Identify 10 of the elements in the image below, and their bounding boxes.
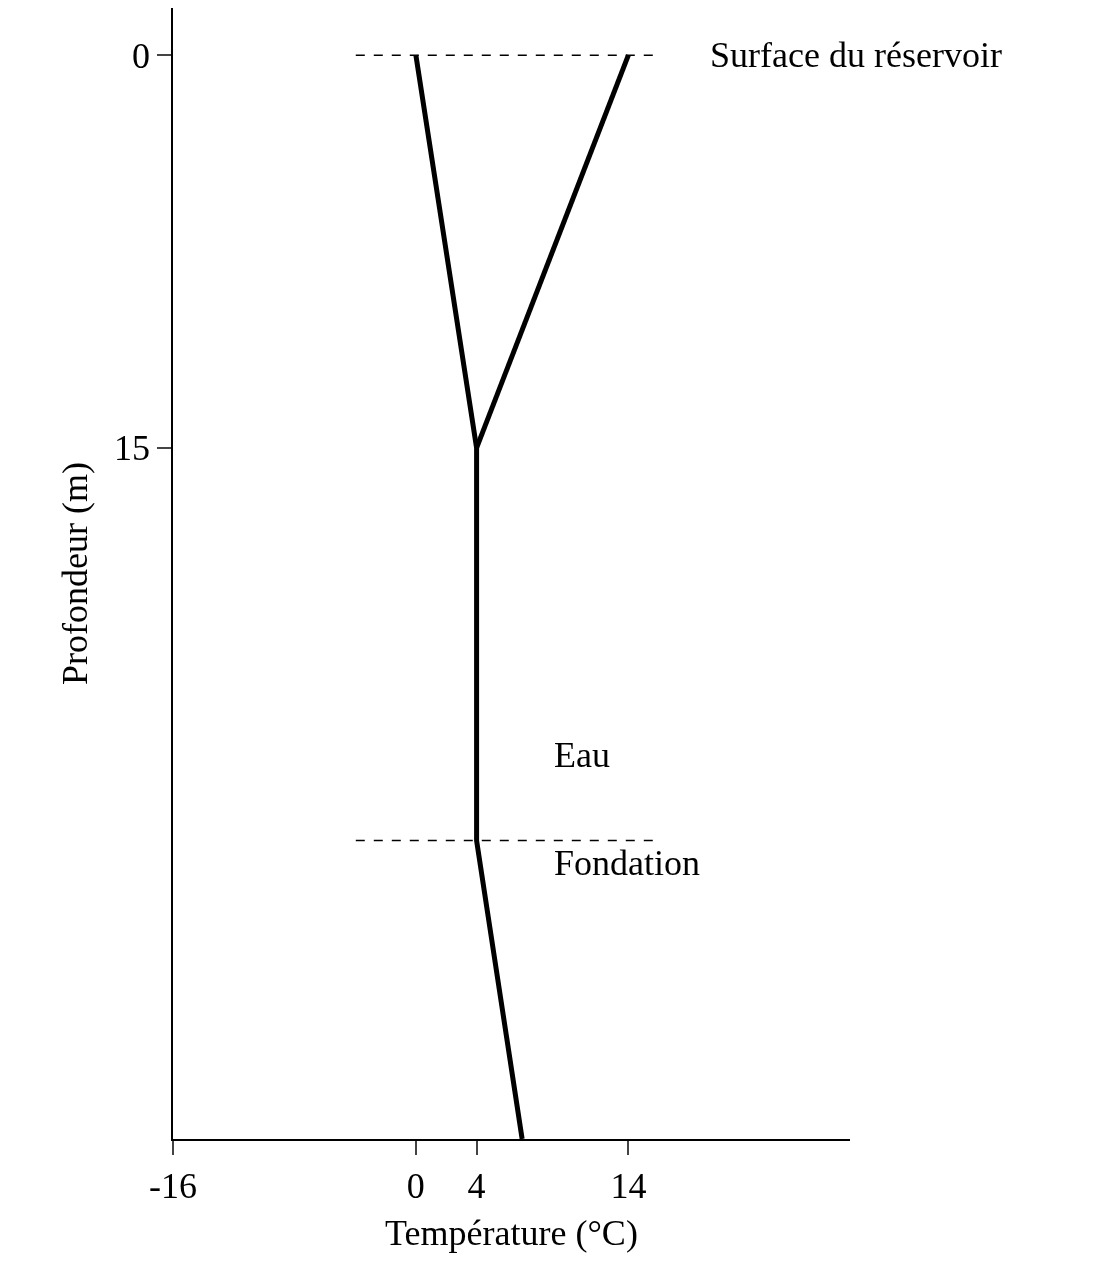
- annotation: Fondation: [554, 843, 701, 883]
- y-axis-title: Profondeur (m): [55, 462, 96, 685]
- x-tick-label: -16: [149, 1165, 197, 1206]
- ref-line-label: Surface du réservoir: [710, 35, 1002, 75]
- y-tick-label: 15: [114, 428, 151, 469]
- x-tick-label: 0: [406, 1165, 425, 1206]
- x-axis-title: Température (°C): [385, 1213, 638, 1254]
- x-tick-label: 4: [467, 1165, 486, 1206]
- x-tick-label: 14: [610, 1165, 647, 1206]
- annotation: Eau: [554, 735, 610, 775]
